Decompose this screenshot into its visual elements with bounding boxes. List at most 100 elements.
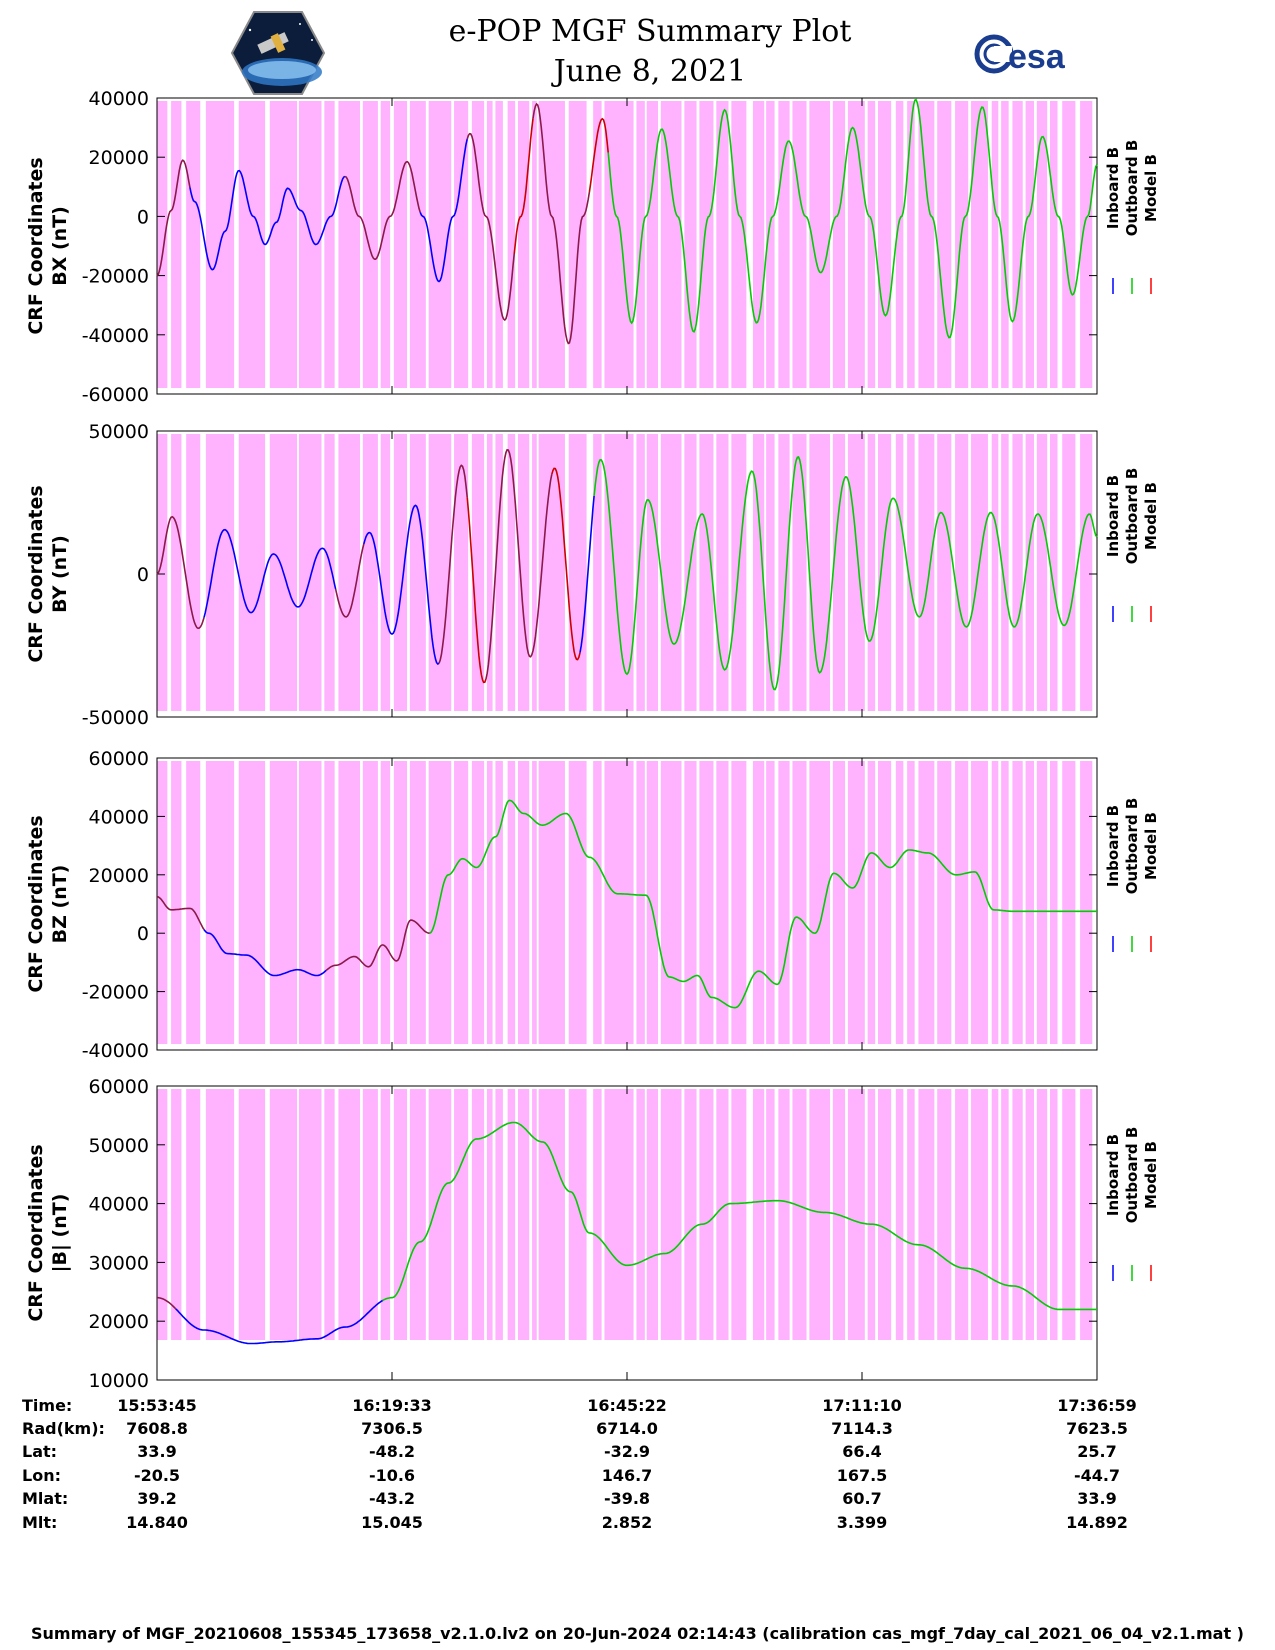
legend-label: Outboard B — [1123, 468, 1141, 565]
ytick-label: 40000 — [89, 88, 149, 110]
shade-band — [380, 101, 391, 388]
legend-label: Model B — [1142, 812, 1160, 880]
shade-band — [684, 101, 697, 388]
table-cell-lat: 33.9 — [137, 1442, 177, 1461]
shade-band — [1062, 761, 1076, 1044]
ytick-label: -40000 — [82, 325, 149, 347]
shade-band — [766, 101, 775, 388]
shade-band — [1025, 761, 1035, 1044]
shade-band — [1001, 101, 1009, 388]
table-cell-rad: 7608.8 — [126, 1419, 188, 1438]
shade-band — [186, 101, 201, 388]
shade-band — [495, 434, 503, 711]
shade-band — [918, 761, 935, 1044]
shade-band — [716, 1089, 729, 1340]
ytick-label: 0 — [137, 564, 149, 586]
ylabel: CRF Coordinates — [25, 157, 47, 334]
ylabel: CRF Coordinates — [25, 1144, 47, 1321]
shade-band — [971, 434, 988, 711]
shade-band — [362, 1089, 378, 1340]
shade-band — [362, 761, 378, 1044]
shade-band — [486, 761, 493, 1044]
shade-band — [646, 761, 659, 1044]
esa-logo-text: esa — [1008, 38, 1066, 76]
shade-band — [792, 1089, 807, 1340]
shade-band — [568, 761, 587, 1044]
legend-label: Inboard B — [1104, 805, 1122, 887]
shade-band — [157, 434, 168, 711]
shade-band — [362, 434, 378, 711]
shade-band — [338, 101, 361, 388]
shade-band — [409, 101, 426, 388]
shade-band — [971, 1089, 988, 1340]
table-cell-mlat: 39.2 — [137, 1489, 177, 1508]
shade-band — [604, 434, 634, 711]
shade-band — [766, 434, 775, 711]
table-cell-lon: -44.7 — [1073, 1466, 1121, 1485]
shade-band — [1062, 1089, 1076, 1340]
series-line-model_blend — [156, 515, 205, 630]
shade-band — [877, 101, 892, 388]
shade-band — [646, 434, 659, 711]
shade-band — [847, 761, 865, 1044]
shade-band — [877, 434, 892, 711]
panel-bz: 60000 40000 20000 0 -20000 -40000 CRF Coordina… — [25, 748, 1160, 1062]
shade-band — [907, 761, 915, 1044]
ytick-label: 0 — [137, 923, 149, 945]
shade-band — [847, 101, 865, 388]
shade-band — [517, 1089, 530, 1340]
shade-band — [324, 1089, 335, 1340]
ytick-label: 20000 — [89, 865, 149, 887]
legend-label: Model B — [1142, 1141, 1160, 1209]
esa-logo: esa — [974, 34, 1066, 76]
shade-band — [792, 761, 807, 1044]
shade-band — [428, 101, 452, 388]
shade-band — [907, 101, 915, 388]
table-cell-mlat: -43.2 — [368, 1489, 416, 1508]
shade-band — [186, 434, 201, 711]
shade-band — [495, 761, 503, 1044]
table-cell-mlat: 60.7 — [842, 1489, 882, 1508]
shade-band — [428, 434, 452, 711]
shade-band — [298, 1089, 322, 1340]
table-cell-lon: 167.5 — [836, 1466, 888, 1485]
table-label-rad: Rad(km): — [22, 1419, 105, 1438]
shade-band — [393, 101, 408, 388]
shade-band — [380, 761, 391, 1044]
shade-band — [716, 101, 729, 388]
shade-band — [471, 434, 485, 711]
shade-band — [937, 761, 952, 1044]
shade-band — [1036, 101, 1048, 388]
shade-band — [1050, 101, 1058, 388]
series-line-model_blend — [156, 895, 205, 931]
shade-band — [699, 761, 714, 1044]
shade-band — [238, 1089, 266, 1340]
shade-band — [752, 434, 765, 711]
shade-band — [991, 1089, 999, 1340]
table-cell-rad: 7623.5 — [1066, 1419, 1128, 1438]
shade-band — [636, 434, 645, 711]
table-cell-lon: -20.5 — [133, 1466, 181, 1485]
shade-band — [1001, 1089, 1009, 1340]
table-cell-mlt: 3.399 — [836, 1513, 888, 1532]
series-line-model_blend — [334, 543, 365, 618]
shade-band — [1080, 1089, 1093, 1340]
series-line-model_blend — [156, 159, 191, 277]
shade-band — [568, 1089, 587, 1340]
shade-band — [1036, 434, 1048, 711]
shade-band — [517, 101, 530, 388]
shade-band — [471, 101, 485, 388]
panel-by: 50000 0 -50000 CRF Coordinates BY (nT) Inboar… — [25, 421, 1160, 729]
shade-band — [955, 101, 969, 388]
shade-band — [1062, 101, 1076, 388]
ytick-label: -50000 — [82, 707, 149, 729]
shade-band — [1080, 101, 1093, 388]
table-label-lon: Lon: — [22, 1466, 61, 1485]
ytick-label: -40000 — [82, 1040, 149, 1062]
shade-band — [324, 434, 335, 711]
table-label-mlt: Mlt: — [22, 1513, 58, 1532]
legend-label: Outboard B — [1123, 1127, 1141, 1224]
shade-band — [918, 434, 935, 711]
table-cell-rad: 6714.0 — [596, 1419, 658, 1438]
series-line-model_blend — [532, 102, 591, 345]
